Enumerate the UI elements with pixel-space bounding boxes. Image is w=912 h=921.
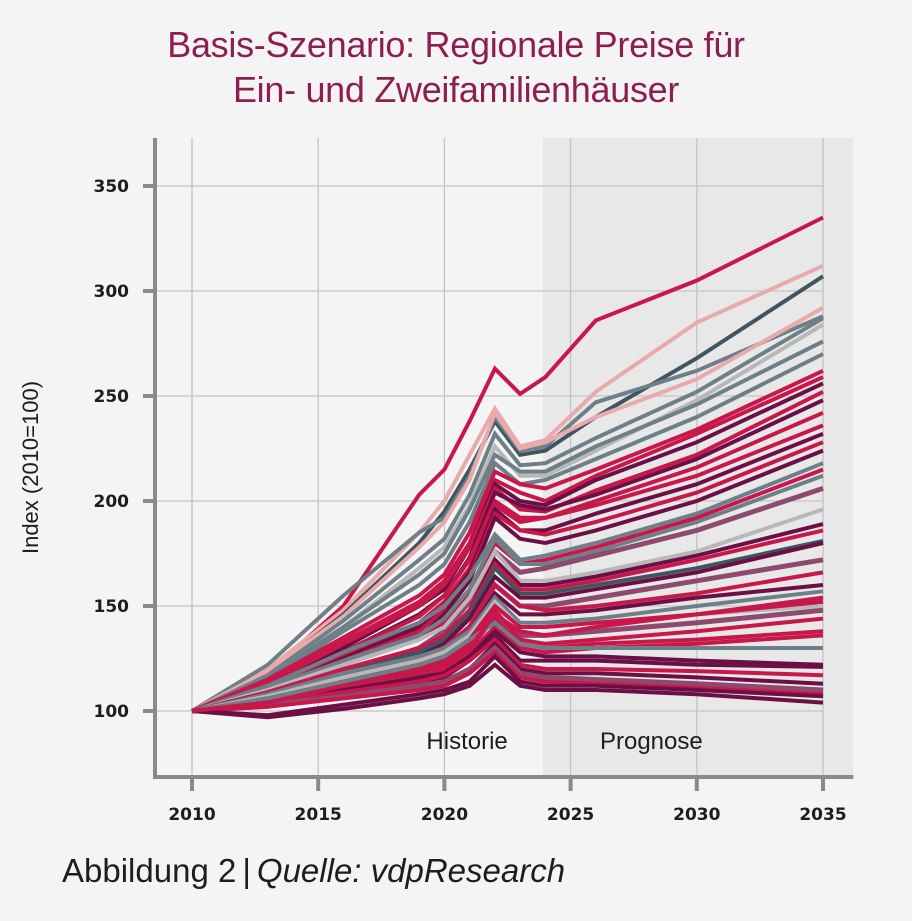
- x-tick-label-2015: 2015: [295, 805, 342, 825]
- chart-title-line-1: Basis-Szenario: Regionale Preise für: [167, 24, 745, 65]
- y-tick-label-150: 150: [94, 597, 130, 617]
- x-tick-label-2030: 2030: [673, 805, 720, 825]
- x-tick-label-2010: 2010: [168, 805, 215, 825]
- series-line-5: [191, 306, 824, 713]
- caption-separator: |: [242, 852, 251, 889]
- y-tick-label-350: 350: [94, 177, 130, 197]
- series-line-8: [191, 339, 824, 713]
- x-tick-label-2020: 2020: [421, 805, 468, 825]
- source-credit: Quelle: vdpResearch: [256, 852, 566, 889]
- series-line-1: [191, 215, 824, 713]
- series-lines: [190, 215, 825, 720]
- chart-title: Basis-Szenario: Regionale Preise für Ein…: [0, 22, 912, 112]
- axis-labels: 100 150 200 250 300 350 2010 2015 2020 2025 2030 20…: [94, 177, 847, 825]
- x-tick-label-2035: 2035: [799, 805, 846, 825]
- series-line-42: [191, 636, 824, 713]
- series-line-46: [191, 653, 824, 718]
- series-line-10: [191, 368, 824, 713]
- axes: [143, 138, 854, 791]
- series-line-6: [191, 316, 825, 713]
- historie-label: Historie: [426, 728, 507, 755]
- series-line-13: [191, 390, 824, 713]
- y-tick-label-100: 100: [94, 702, 130, 722]
- series-line-32: [191, 589, 824, 713]
- series-line-48: [191, 595, 824, 713]
- y-tick-label-300: 300: [94, 282, 130, 302]
- series-line-20: [191, 461, 824, 713]
- series-line-2: [191, 263, 824, 713]
- series-line-24: [191, 507, 824, 713]
- prognose-label: Prognose: [600, 728, 703, 755]
- series-line-22: [191, 473, 824, 713]
- chart-title-line-2: Ein- und Zweifamilienhäuser: [232, 69, 680, 110]
- figure-number: Abbildung 2: [62, 852, 237, 889]
- series-line-44: [191, 644, 824, 714]
- figure-caption: Abbildung 2 | Quelle: vdpResearch: [62, 852, 565, 890]
- series-line-45: [191, 649, 824, 713]
- y-tick-label-250: 250: [94, 387, 130, 407]
- x-tick-label-2025: 2025: [547, 805, 594, 825]
- y-axis-title: Index (2010=100): [18, 381, 43, 554]
- y-tick-label-200: 200: [94, 492, 130, 512]
- series-line-47: [191, 662, 824, 720]
- series-line-26: [191, 528, 824, 713]
- series-line-9: [191, 352, 824, 713]
